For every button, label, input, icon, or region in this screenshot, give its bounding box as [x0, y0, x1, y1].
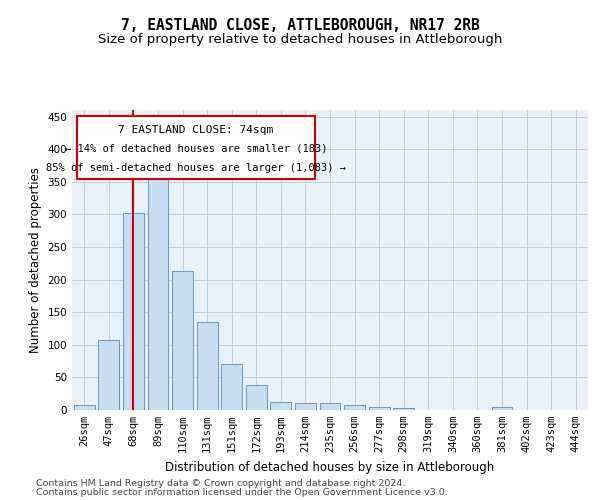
X-axis label: Distribution of detached houses by size in Attleborough: Distribution of detached houses by size …: [166, 460, 494, 473]
Bar: [98, 340, 119, 410]
Bar: [197, 322, 218, 410]
Text: ← 14% of detached houses are smaller (183): ← 14% of detached houses are smaller (18…: [65, 144, 327, 154]
Text: Contains public sector information licensed under the Open Government Licence v3: Contains public sector information licen…: [36, 488, 448, 497]
Bar: [320, 404, 340, 410]
Bar: [295, 403, 316, 410]
Bar: [123, 213, 144, 410]
Bar: [246, 385, 267, 410]
Bar: [271, 402, 292, 410]
Text: 7, EASTLAND CLOSE, ATTLEBOROUGH, NR17 2RB: 7, EASTLAND CLOSE, ATTLEBOROUGH, NR17 2R…: [121, 18, 479, 32]
Y-axis label: Number of detached properties: Number of detached properties: [29, 167, 42, 353]
Bar: [74, 405, 95, 410]
Text: 85% of semi-detached houses are larger (1,083) →: 85% of semi-detached houses are larger (…: [46, 162, 346, 172]
Bar: [368, 406, 389, 410]
FancyBboxPatch shape: [77, 116, 314, 179]
Text: Size of property relative to detached houses in Attleborough: Size of property relative to detached ho…: [98, 32, 502, 46]
Text: 7 EASTLAND CLOSE: 74sqm: 7 EASTLAND CLOSE: 74sqm: [118, 125, 274, 135]
Bar: [148, 175, 169, 410]
Bar: [221, 364, 242, 410]
Bar: [491, 408, 512, 410]
Bar: [172, 271, 193, 410]
Text: Contains HM Land Registry data © Crown copyright and database right 2024.: Contains HM Land Registry data © Crown c…: [36, 478, 406, 488]
Bar: [344, 406, 365, 410]
Bar: [393, 408, 414, 410]
